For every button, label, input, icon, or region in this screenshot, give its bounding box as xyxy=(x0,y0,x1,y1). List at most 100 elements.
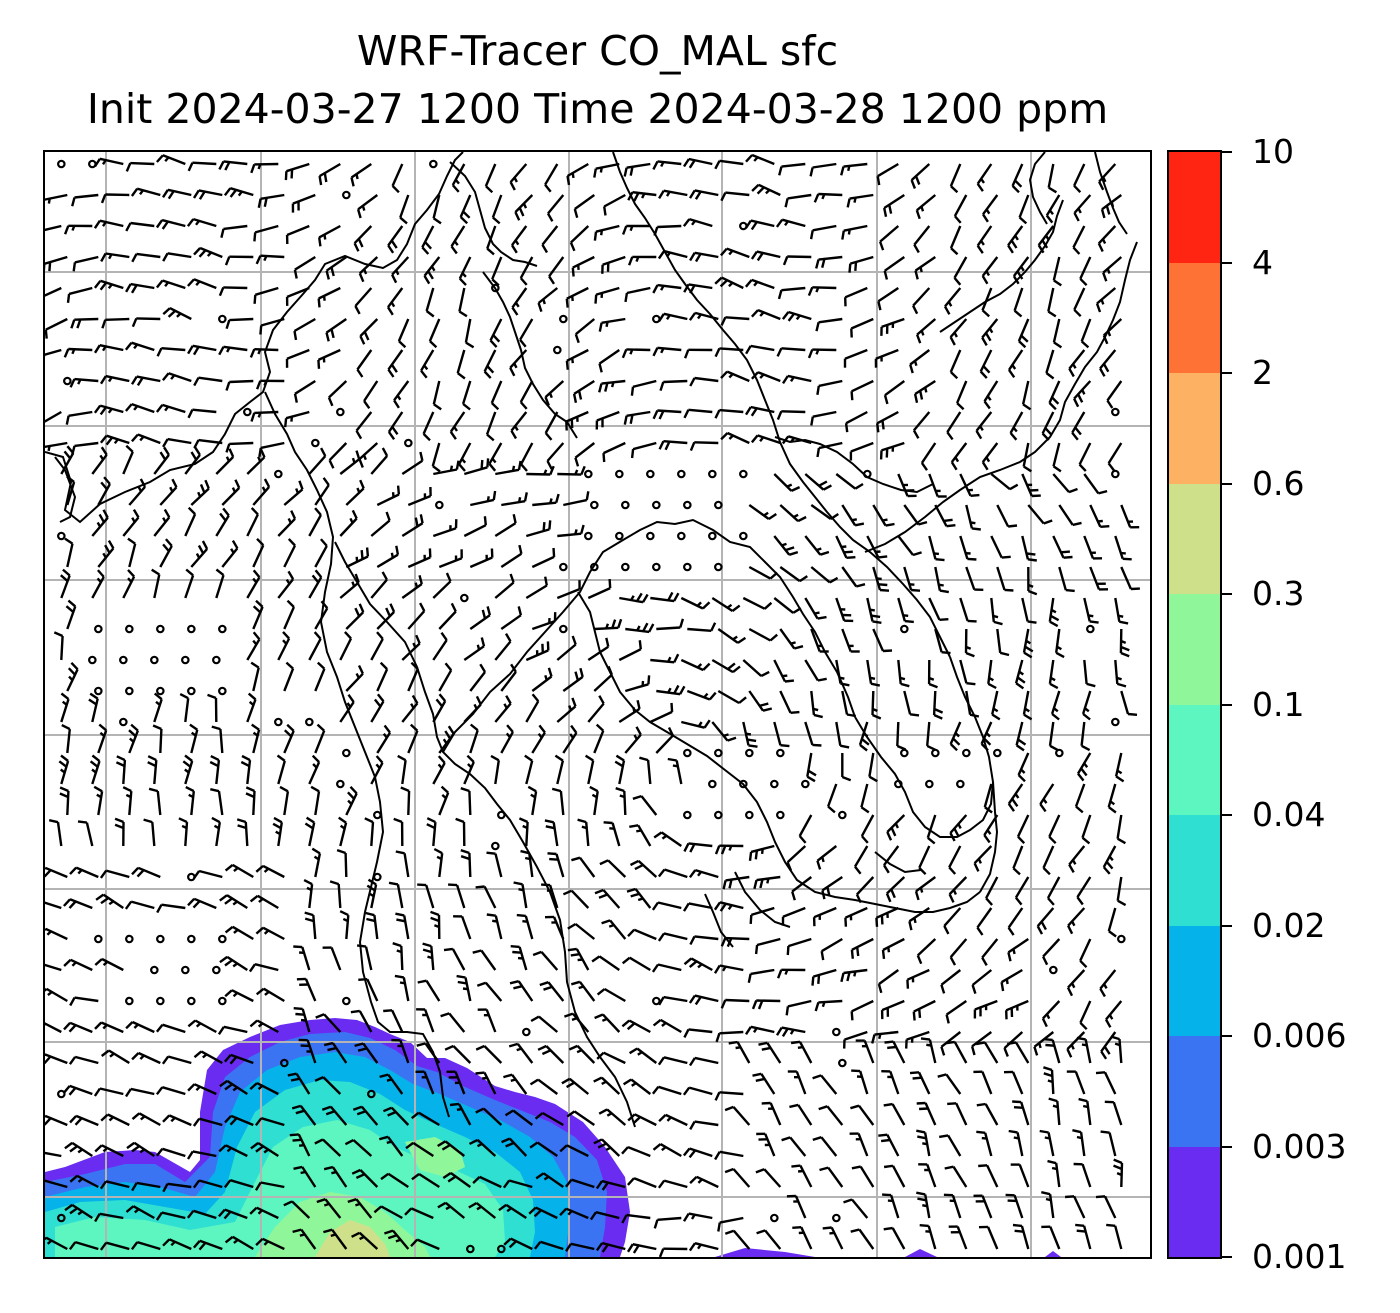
wind-barb xyxy=(128,723,140,754)
wind-barb xyxy=(1047,1159,1061,1188)
wind-barb xyxy=(1078,1097,1092,1126)
wind-barb xyxy=(528,1206,558,1220)
calm-wind-marker xyxy=(181,655,190,665)
wind-barb xyxy=(915,194,937,220)
wind-barb xyxy=(886,814,906,841)
wind-barb xyxy=(568,1044,596,1064)
wind-barb xyxy=(99,1180,130,1190)
wind-barb xyxy=(804,597,827,620)
wind-barb xyxy=(1045,349,1055,380)
wind-barb xyxy=(94,1212,124,1223)
wind-barb xyxy=(593,723,605,754)
wind-barb xyxy=(60,692,70,723)
wind-barb xyxy=(504,1109,534,1126)
wind-barb xyxy=(912,287,931,315)
wind-barb xyxy=(289,1133,311,1157)
wind-barb xyxy=(373,1205,403,1220)
wind-barb xyxy=(395,912,410,940)
colorbar-tick-label: 0.006 xyxy=(1252,1016,1347,1055)
wind-barb xyxy=(965,566,984,591)
wind-barb xyxy=(573,194,595,219)
calm-wind-marker xyxy=(274,717,283,727)
wind-barb xyxy=(416,1042,441,1064)
wind-barb xyxy=(714,159,744,170)
wind-barb xyxy=(748,844,775,861)
wind-barb xyxy=(981,938,999,966)
wind-barb xyxy=(949,721,962,752)
wind-barb xyxy=(1073,163,1086,194)
wind-barb xyxy=(339,694,355,723)
wind-barb xyxy=(315,1013,342,1033)
wind-barb xyxy=(72,255,99,272)
wind-barb xyxy=(88,692,99,723)
wind-barb xyxy=(339,509,358,537)
wind-barb xyxy=(720,431,750,445)
wind-barb xyxy=(100,1113,130,1127)
wind-barb xyxy=(593,1076,621,1095)
calm-wind-marker xyxy=(559,624,568,634)
wind-barb xyxy=(689,1175,719,1189)
wind-barb xyxy=(293,1007,311,1033)
wind-barb xyxy=(296,977,317,1002)
wind-barb xyxy=(849,1132,869,1157)
wind-barb xyxy=(1066,1031,1086,1058)
wind-barb xyxy=(786,1194,807,1219)
calm-wind-marker xyxy=(336,779,345,789)
wind-barb xyxy=(358,978,379,1002)
wind-barb xyxy=(658,995,688,1006)
wind-barb xyxy=(184,506,197,537)
wind-barb xyxy=(594,618,623,631)
wind-barb xyxy=(417,883,435,909)
wind-barb xyxy=(147,755,158,785)
wind-barb xyxy=(866,597,882,624)
wind-barb xyxy=(658,440,688,451)
wind-barb xyxy=(404,1207,434,1220)
wind-barb xyxy=(45,441,68,452)
wind-barb xyxy=(159,538,173,568)
calm-wind-marker xyxy=(863,469,872,479)
wind-barb xyxy=(533,1240,564,1251)
wind-barb xyxy=(58,754,70,785)
wind-barb xyxy=(64,537,74,568)
wind-barb xyxy=(1081,690,1092,721)
wind-barb xyxy=(804,473,832,491)
wind-barb xyxy=(64,1203,93,1220)
wind-barb xyxy=(442,1172,471,1188)
wind-barb xyxy=(224,989,254,1003)
wind-barb xyxy=(1114,659,1127,688)
wind-barb xyxy=(458,287,468,318)
calm-wind-marker xyxy=(714,500,723,510)
wind-barb xyxy=(192,189,223,200)
wind-barb xyxy=(949,938,968,966)
wind-barb xyxy=(566,162,589,186)
wind-barb xyxy=(490,380,503,411)
wind-barb xyxy=(658,1247,688,1257)
wind-barb xyxy=(916,1129,931,1157)
wind-barb xyxy=(351,1168,379,1188)
wind-barb xyxy=(186,1150,217,1160)
wind-barb xyxy=(125,221,155,232)
wind-barb xyxy=(66,286,93,303)
plume-contour xyxy=(315,1220,390,1257)
wind-barb xyxy=(688,311,719,321)
wind-barb xyxy=(818,1105,844,1126)
wind-barb xyxy=(630,379,657,396)
wind-barb xyxy=(717,1216,744,1232)
calm-wind-marker xyxy=(218,686,227,696)
wind-barb xyxy=(810,566,839,584)
wind-barb xyxy=(417,979,441,1002)
wind-barb xyxy=(1043,1038,1061,1064)
calm-wind-marker xyxy=(714,810,723,820)
wind-barb xyxy=(1098,163,1117,191)
wind-barb xyxy=(601,919,627,940)
wind-barb xyxy=(905,1030,930,1049)
wind-barb xyxy=(1022,442,1032,473)
wind-barb xyxy=(193,376,223,387)
wind-barb xyxy=(283,538,297,568)
wind-barb xyxy=(784,193,812,208)
wind-barb xyxy=(909,349,931,374)
wind-barb xyxy=(714,276,744,290)
wind-barb xyxy=(410,1111,440,1127)
wind-barb xyxy=(621,348,651,359)
wind-barb xyxy=(48,819,63,847)
